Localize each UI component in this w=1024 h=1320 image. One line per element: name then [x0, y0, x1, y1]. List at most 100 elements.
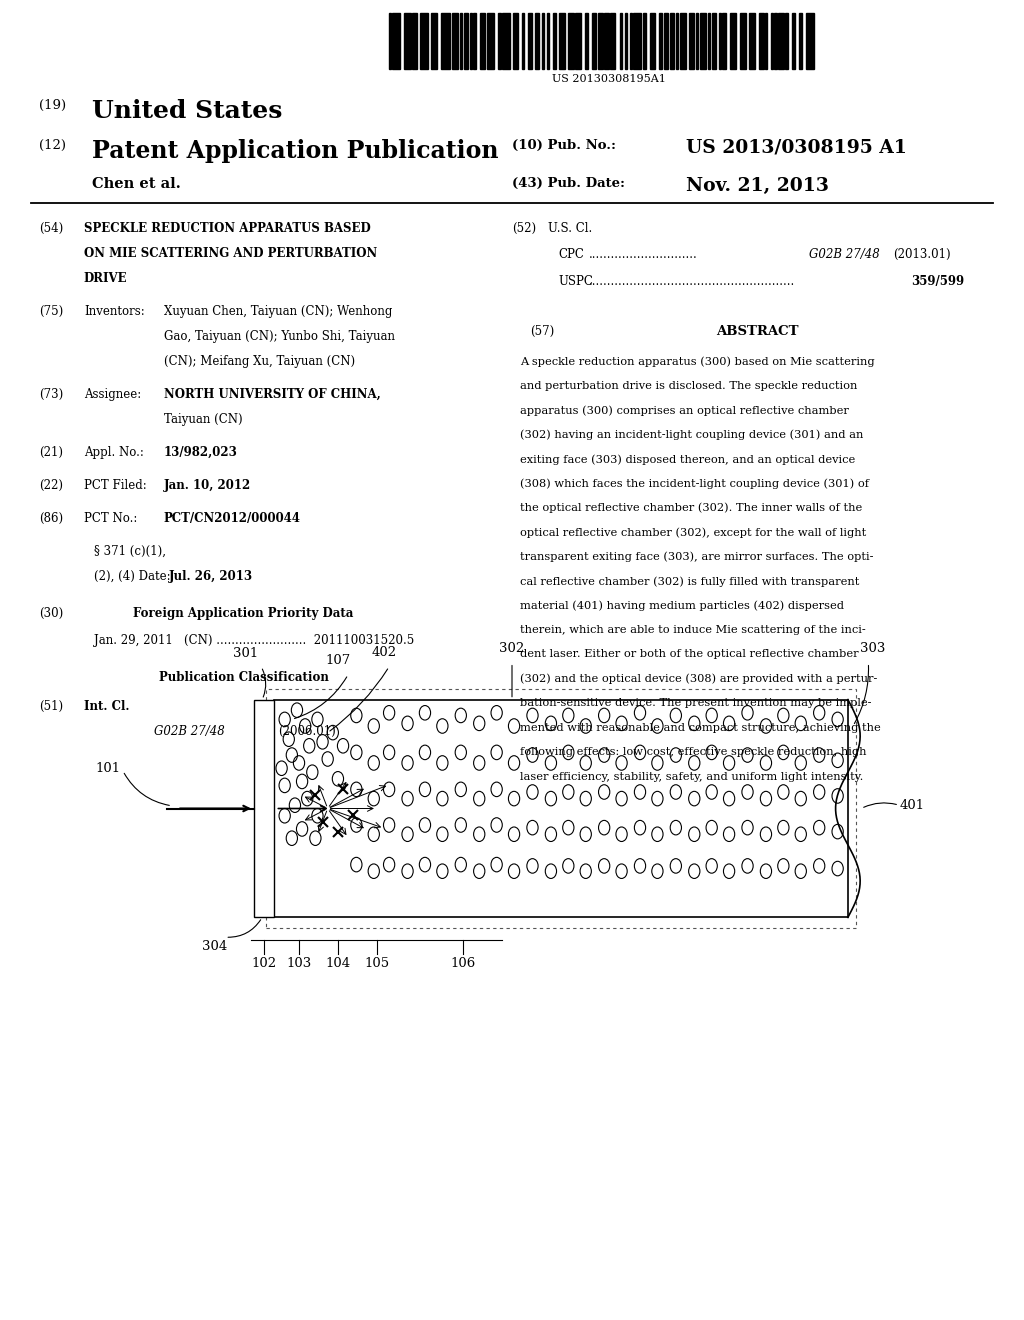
Bar: [689, 13, 694, 69]
Bar: [719, 13, 721, 69]
Text: cal reflective chamber (302) is fully filled with transparent: cal reflective chamber (302) is fully fi…: [520, 577, 859, 587]
Text: dent laser. Either or both of the optical reflective chamber: dent laser. Either or both of the optica…: [520, 649, 859, 660]
Text: Int. Cl.: Int. Cl.: [84, 700, 129, 713]
Bar: [659, 13, 662, 69]
Text: bation-sensitive device. The present invention may be imple-: bation-sensitive device. The present inv…: [520, 698, 871, 709]
Text: 104: 104: [326, 957, 350, 970]
Bar: [708, 13, 710, 69]
Bar: [547, 13, 549, 69]
Text: Nov. 21, 2013: Nov. 21, 2013: [686, 177, 829, 195]
Bar: [441, 13, 450, 69]
Text: transparent exiting face (303), are mirror surfaces. The opti-: transparent exiting face (303), are mirr…: [520, 552, 873, 562]
Bar: [392, 13, 400, 69]
Text: apparatus (300) comprises an optical reflective chamber: apparatus (300) comprises an optical ref…: [520, 405, 849, 416]
Text: Jul. 26, 2013: Jul. 26, 2013: [169, 570, 253, 583]
Text: Publication Classification: Publication Classification: [159, 671, 329, 684]
Text: Chen et al.: Chen et al.: [92, 177, 181, 191]
Bar: [680, 13, 686, 69]
Bar: [778, 13, 784, 69]
Bar: [254, 700, 274, 917]
Text: Foreign Application Priority Data: Foreign Application Priority Data: [133, 607, 353, 620]
Bar: [585, 13, 588, 69]
Bar: [633, 13, 641, 69]
Bar: [542, 13, 544, 69]
Text: USPC: USPC: [558, 275, 593, 288]
Text: (10) Pub. No.:: (10) Pub. No.:: [512, 139, 616, 152]
Text: following effects: low cost, effective speckle reduction, high: following effects: low cost, effective s…: [520, 747, 866, 758]
Bar: [792, 13, 795, 69]
Bar: [759, 13, 764, 69]
Bar: [592, 13, 596, 69]
Text: CPC: CPC: [558, 248, 584, 261]
Text: US 20130308195A1: US 20130308195A1: [552, 74, 667, 84]
Bar: [700, 13, 706, 69]
Bar: [522, 13, 524, 69]
Text: 107: 107: [326, 653, 350, 667]
Bar: [553, 13, 556, 69]
Bar: [513, 13, 518, 69]
Text: exiting face (303) disposed thereon, and an optical device: exiting face (303) disposed thereon, and…: [520, 454, 855, 465]
Text: optical reflective chamber (302), except for the wall of light: optical reflective chamber (302), except…: [520, 528, 866, 539]
Text: laser efficiency, stability, safety, and uniform light intensity.: laser efficiency, stability, safety, and…: [520, 771, 863, 781]
Bar: [266, 689, 856, 928]
Text: (12): (12): [39, 139, 66, 152]
Text: U.S. Cl.: U.S. Cl.: [548, 222, 592, 235]
Text: United States: United States: [92, 99, 283, 123]
Text: Inventors:: Inventors:: [84, 305, 144, 318]
Text: SPECKLE REDUCTION APPARATUS BASED: SPECKLE REDUCTION APPARATUS BASED: [84, 222, 371, 235]
Text: Patent Application Publication: Patent Application Publication: [92, 139, 499, 162]
Text: mented with reasonable and compact structure, achieving the: mented with reasonable and compact struc…: [520, 723, 881, 733]
Text: Jan. 29, 2011   (CN) ........................  201110031520.5: Jan. 29, 2011 (CN) .....................…: [94, 634, 415, 647]
Text: 304: 304: [203, 940, 227, 953]
Bar: [799, 13, 802, 69]
Bar: [404, 13, 411, 69]
Text: material (401) having medium particles (402) dispersed: material (401) having medium particles (…: [520, 601, 844, 611]
Text: Xuyuan Chen, Taiyuan (CN); Wenhong: Xuyuan Chen, Taiyuan (CN); Wenhong: [164, 305, 392, 318]
Text: Gao, Taiyuan (CN); Yunbo Shi, Taiyuan: Gao, Taiyuan (CN); Yunbo Shi, Taiyuan: [164, 330, 395, 343]
Text: (86): (86): [39, 512, 63, 525]
Text: 13/982,023: 13/982,023: [164, 446, 238, 459]
Bar: [771, 13, 773, 69]
Bar: [650, 13, 655, 69]
Bar: [598, 13, 603, 69]
Text: 303: 303: [860, 642, 886, 655]
Bar: [464, 13, 468, 69]
Text: and perturbation drive is disclosed. The speckle reduction: and perturbation drive is disclosed. The…: [520, 380, 857, 391]
Bar: [528, 13, 532, 69]
Bar: [559, 13, 565, 69]
Bar: [722, 13, 726, 69]
Text: 401: 401: [899, 799, 925, 812]
Text: (22): (22): [39, 479, 62, 492]
Text: (302) and the optical device (308) are provided with a pertur-: (302) and the optical device (308) are p…: [520, 675, 878, 685]
Bar: [620, 13, 622, 69]
Text: 101: 101: [95, 762, 121, 775]
Bar: [740, 13, 746, 69]
Bar: [670, 13, 674, 69]
Text: ABSTRACT: ABSTRACT: [717, 325, 799, 338]
Text: Jan. 10, 2012: Jan. 10, 2012: [164, 479, 251, 492]
Text: (30): (30): [39, 607, 63, 620]
Bar: [473, 13, 476, 69]
Bar: [502, 13, 510, 69]
Text: therein, which are able to induce Mie scattering of the inci-: therein, which are able to induce Mie sc…: [520, 626, 866, 635]
Bar: [630, 13, 632, 69]
Text: PCT Filed:: PCT Filed:: [84, 479, 146, 492]
Text: 402: 402: [372, 645, 396, 659]
Bar: [535, 13, 539, 69]
Text: (52): (52): [512, 222, 537, 235]
Bar: [604, 13, 609, 69]
Text: NORTH UNIVERSITY OF CHINA,: NORTH UNIVERSITY OF CHINA,: [164, 388, 381, 401]
Bar: [480, 13, 485, 69]
Text: the optical reflective chamber (302). The inner walls of the: the optical reflective chamber (302). Th…: [520, 503, 862, 513]
Text: (54): (54): [39, 222, 63, 235]
Text: (73): (73): [39, 388, 63, 401]
Text: 103: 103: [287, 957, 311, 970]
Bar: [470, 13, 472, 69]
Text: 106: 106: [451, 957, 475, 970]
Text: PCT No.:: PCT No.:: [84, 512, 137, 525]
Bar: [730, 13, 736, 69]
Text: 102: 102: [252, 957, 276, 970]
Bar: [765, 13, 767, 69]
Text: (57): (57): [530, 325, 555, 338]
Text: .............................: .............................: [589, 248, 697, 261]
